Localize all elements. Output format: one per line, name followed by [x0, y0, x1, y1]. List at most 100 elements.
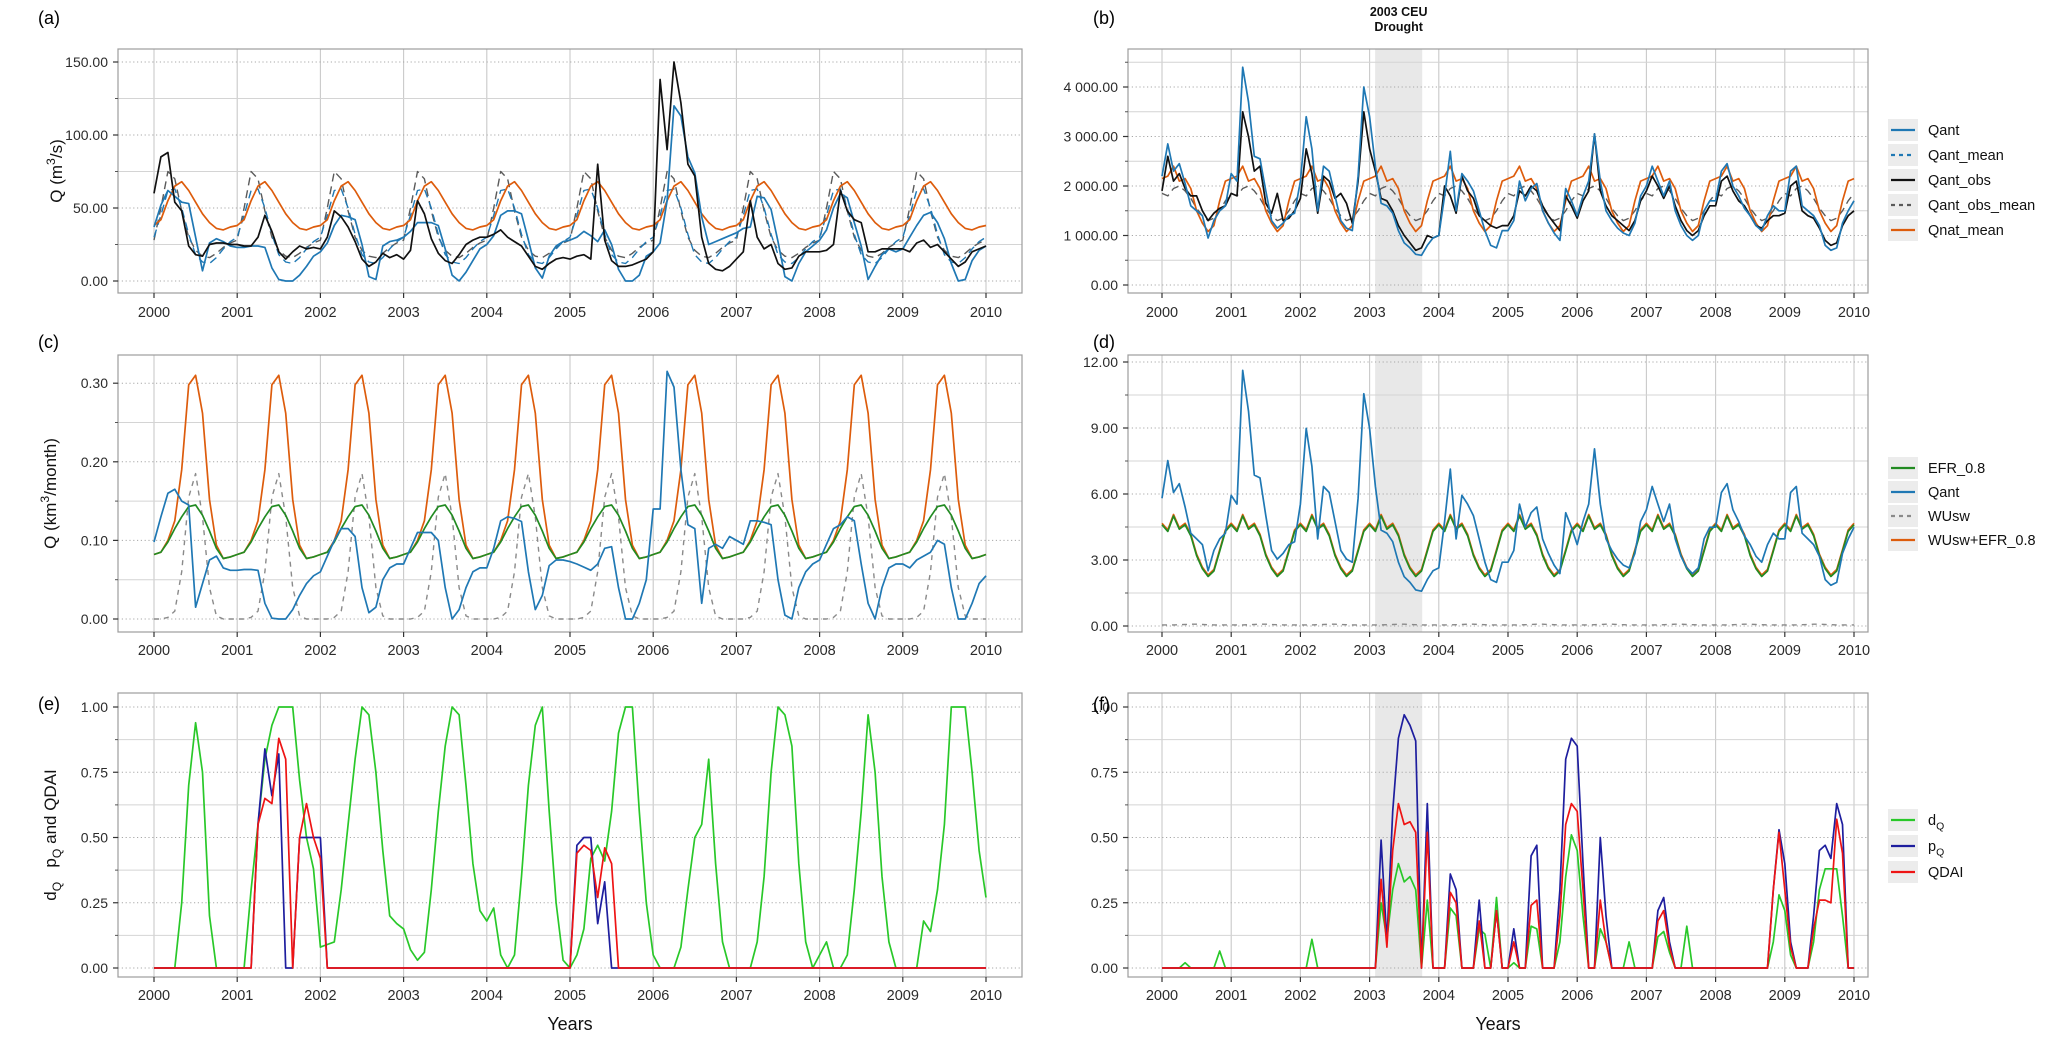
- panel-e-xtick-2002: 2002: [304, 988, 336, 1004]
- legend-label: QDAI: [1928, 865, 1963, 881]
- panel-d-xtick-2003: 2003: [1353, 643, 1385, 659]
- panel-c-ytick: 0.10: [81, 532, 108, 548]
- panel-a-series-Qant: [153, 104, 987, 282]
- panel-b-series-group: [1161, 66, 1855, 257]
- panel-a-ytick: 0.00: [81, 273, 108, 289]
- panel-d-xtick-2006: 2006: [1561, 643, 1593, 659]
- panel-b-series-Qant_obs_mean: [1161, 185, 1855, 222]
- panel-d-axes: 2000 2001 2002 2003 2004 2005 2006 2007 2008 2009…: [1083, 354, 1870, 659]
- legend-wateruse-entry-2: WUsw: [1888, 505, 1970, 527]
- drought-annotation-line1: 2003 CEU: [1370, 5, 1428, 19]
- panel-a-grid: [118, 49, 1022, 293]
- panel-f-border: [1127, 692, 1869, 978]
- panel-f-xtick-2007: 2007: [1630, 988, 1662, 1004]
- panel-d: 2000 2001 2002 2003 2004 2005 2006 2007 2008 2009…: [1083, 332, 1870, 659]
- panel-c-xtick-2009: 2009: [887, 643, 919, 659]
- panel-d-series-Qant: [1161, 369, 1855, 593]
- legend-indices-entry-2: QDAI: [1888, 861, 1963, 883]
- panel-d-ytick: 0.00: [1091, 618, 1118, 634]
- panel-e-ytick: 1.00: [81, 699, 108, 715]
- panel-d-series-group: [1161, 369, 1855, 626]
- panel-b-ytick: 4 000.00: [1064, 79, 1119, 95]
- panel-e-ytick: 0.00: [81, 960, 108, 976]
- panel-b-xtick-2007: 2007: [1630, 305, 1662, 321]
- panel-c-series-Qant: [153, 370, 987, 620]
- panel-f-xtick-2002: 2002: [1284, 988, 1316, 1004]
- panel-a-xtick-2010: 2010: [970, 305, 1002, 321]
- drought-annotation-line2: Drought: [1374, 20, 1423, 34]
- panel-d-ytick: 3.00: [1091, 552, 1118, 568]
- panel-e-xtick-2005: 2005: [554, 988, 586, 1004]
- panel-f-background: [1128, 693, 1868, 977]
- panel-c-xtick-2008: 2008: [803, 643, 835, 659]
- panel-e-ytick: 0.25: [81, 895, 108, 911]
- panel-a-xtick-2002: 2002: [304, 305, 336, 321]
- panel-d-xtick-2007: 2007: [1630, 643, 1662, 659]
- panel-d-xtick-2004: 2004: [1423, 643, 1455, 659]
- panel-c-xtick-2001: 2001: [221, 643, 253, 659]
- panel-f-ytick: 0.00: [1091, 960, 1118, 976]
- panel-c-xtick-2000: 2000: [138, 643, 170, 659]
- panel-e-xtick-2010: 2010: [970, 988, 1002, 1004]
- panel-b-xtick-2010: 2010: [1838, 305, 1870, 321]
- panel-b-ytick: 0.00: [1091, 277, 1118, 293]
- legend-discharge-entry-0: Qant: [1888, 119, 1959, 141]
- panel-b-xtick-2004: 2004: [1423, 305, 1455, 321]
- panel-e-series-QDAI: [154, 737, 986, 969]
- panel-a-ytick: 100.00: [65, 127, 108, 143]
- legend-label: WUsw: [1928, 509, 1970, 525]
- panel-a-xtick-2006: 2006: [637, 305, 669, 321]
- panel-a-xtick-2001: 2001: [221, 305, 253, 321]
- panel-a-xtick-2008: 2008: [803, 305, 835, 321]
- panel-b-ytick: 3 000.00: [1064, 129, 1119, 145]
- x-axis-title-left: Years: [547, 1014, 592, 1034]
- legend-label: Qnat_mean: [1928, 223, 2004, 239]
- panel-c-ytick: 0.00: [81, 611, 108, 627]
- panel-c-ytick: 0.30: [81, 375, 108, 391]
- panel-a-series-Qnat_mean: [153, 180, 987, 231]
- panel-e-xtick-2009: 2009: [887, 988, 919, 1004]
- panel-c-ylabel: Q (km3​/month): [38, 438, 60, 549]
- panel-c-xtick-2004: 2004: [471, 643, 503, 659]
- panel-f-xtick-2009: 2009: [1769, 988, 1801, 1004]
- legend-label: Qant_mean: [1928, 148, 2004, 164]
- legend-discharge-entry-4: Qnat_mean: [1888, 219, 2004, 241]
- panel-d-xtick-2001: 2001: [1215, 643, 1247, 659]
- legend-label: Qant: [1928, 485, 1959, 501]
- panel-a-axes: 2000 2001 2002 2003 2004 2005 2006 2007 2008 2009…: [65, 54, 1002, 321]
- panel-a-xtick-2007: 2007: [720, 305, 752, 321]
- panel-b-xtick-2005: 2005: [1492, 305, 1524, 321]
- panel-e-series-group: [154, 706, 987, 969]
- legend-discharge: Qant Qant_mean Qant_obs Qant_obs_mean Qnat_m…: [1888, 119, 2035, 241]
- panel-f-ytick: 1.00: [1091, 699, 1118, 715]
- panel-d-xtick-2005: 2005: [1492, 643, 1524, 659]
- panel-b-xtick-2002: 2002: [1284, 305, 1316, 321]
- panel-a-ytick: 50.00: [73, 200, 108, 216]
- panel-c-xtick-2003: 2003: [387, 643, 419, 659]
- panel-f-ytick: 0.50: [1091, 830, 1118, 846]
- panel-e-ylabel: dQ​ pQ​ and QDAI: [41, 769, 64, 901]
- panel-f-xtick-2001: 2001: [1215, 988, 1247, 1004]
- panel-e-xtick-2001: 2001: [221, 988, 253, 1004]
- panel-c-xtick-2006: 2006: [637, 643, 669, 659]
- legend-label: EFR_0.8: [1928, 461, 1985, 477]
- panel-b: 2000 2001 2002 2003 2004 2005 2006 2007 2008 2009…: [1064, 5, 1871, 321]
- legend-label: Qant: [1928, 123, 1959, 139]
- panel-b-ytick: 2 000.00: [1064, 178, 1119, 194]
- panel-f-series-group: [1162, 713, 1854, 969]
- panel-c: 2000 2001 2002 2003 2004 2005 2006 2007 2008 2009…: [38, 332, 1023, 659]
- panel-a-xtick-2000: 2000: [138, 305, 170, 321]
- panel-a-xtick-2009: 2009: [887, 305, 919, 321]
- legend-wateruse-entry-1: Qant: [1888, 481, 1959, 503]
- panel-d-xtick-2002: 2002: [1284, 643, 1316, 659]
- panel-f-grid: [1128, 693, 1868, 977]
- panel-f-xtick-2006: 2006: [1561, 988, 1593, 1004]
- legend-wateruse-entry-0: EFR_0.8: [1888, 457, 1985, 479]
- panel-b-xtick-2001: 2001: [1215, 305, 1247, 321]
- legend-label: Qant_obs_mean: [1928, 198, 2035, 214]
- panel-d-xtick-2008: 2008: [1699, 643, 1731, 659]
- panel-f-series-QDAI: [1162, 802, 1854, 969]
- panel-a: 2000 2001 2002 2003 2004 2005 2006 2007 2008 2009…: [38, 8, 1023, 321]
- panel-f-xtick-2004: 2004: [1423, 988, 1455, 1004]
